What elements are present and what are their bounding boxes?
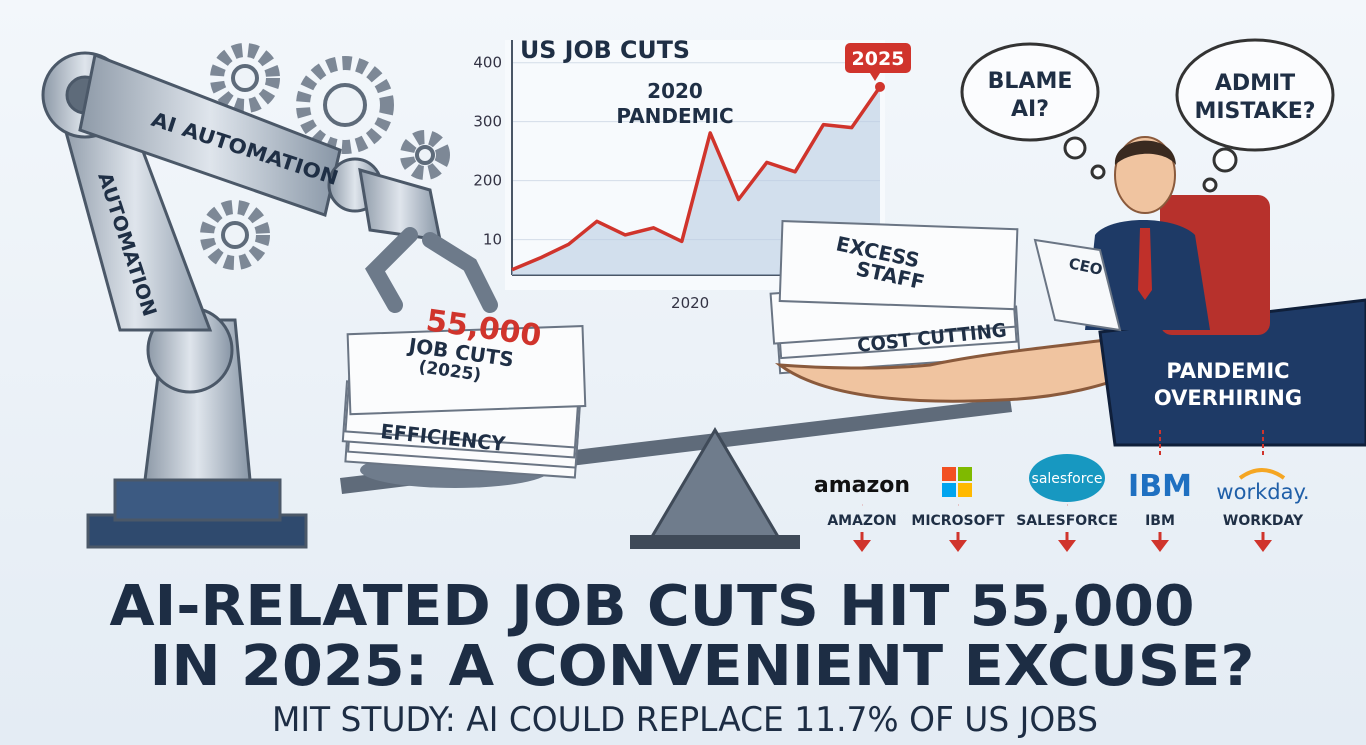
left-paper-stack-part: [346, 324, 587, 416]
thought-text: MISTAKE?: [1194, 99, 1315, 124]
gear-hubs: [221, 64, 435, 249]
microsoft-logo-part: [942, 483, 956, 497]
thought-bubbles: [960, 38, 1335, 193]
y-tick-label: 10: [483, 231, 502, 249]
thought-bubbles-part: [1175, 38, 1335, 152]
thought-text: ADMIT: [1215, 71, 1295, 96]
chart-end-label: 2025: [852, 48, 905, 70]
gears: [200, 43, 450, 270]
salesforce-cloud: [1029, 454, 1105, 502]
y-tick-label: 200: [473, 172, 502, 190]
seesaw-part: [630, 535, 800, 549]
right-paper-stack-part: [778, 219, 1019, 311]
robot-arm: [41, 51, 498, 549]
ceo-figure-part: [1138, 228, 1152, 300]
chart-annotation: 2020: [647, 79, 703, 103]
sleeve-text: OVERHIRING: [1154, 386, 1302, 410]
gear-hubs-part: [415, 145, 435, 165]
thought-bubbles-part: [960, 42, 1100, 142]
company-name: SALESFORCE: [1016, 513, 1118, 529]
ceo-figure: [1033, 136, 1270, 335]
x-tick-label: 2020: [671, 294, 709, 312]
thought-bubbles-part: [1063, 136, 1087, 160]
end-label-pointer: [870, 73, 880, 81]
sleeve: [1098, 298, 1366, 447]
company-logo: workday.: [1216, 480, 1309, 504]
thought-bubbles-part: [1202, 177, 1218, 193]
microsoft-logo-part: [958, 467, 972, 481]
gears-part: [296, 56, 394, 154]
end-label-box: [845, 43, 911, 73]
headline: AI-RELATED JOB CUTS HIT 55,000: [110, 574, 1195, 639]
left-paper-stack: [341, 324, 587, 479]
chart-annotation: PANDEMIC: [616, 104, 733, 128]
company-logo: amazon: [814, 473, 910, 498]
robot-arm-part: [113, 478, 282, 522]
microsoft-logo-part: [942, 467, 956, 481]
line: [511, 85, 882, 272]
gear-hubs-part: [323, 83, 367, 127]
ceo-figure-part: [1033, 238, 1122, 332]
headline: IN 2025: A CONVENIENT EXCUSE?: [150, 634, 1255, 699]
company-row: AMAZON MICROSOFT SALESFORCE IBM WORKDAY: [827, 430, 1304, 552]
gears-part: [210, 43, 280, 113]
right-paper-stack: [769, 219, 1021, 375]
robot-arm-part: [365, 227, 498, 313]
thought-bubbles-part: [1090, 164, 1106, 180]
down-arrow-head: [949, 540, 967, 552]
microsoft-logo-part: [958, 483, 972, 497]
robot-arm-part: [78, 52, 342, 217]
down-arrow-head: [1254, 540, 1272, 552]
thought-text: BLAME: [988, 69, 1073, 94]
gear-hubs-part: [221, 221, 249, 249]
down-arrow-head: [853, 540, 871, 552]
subheadline: MIT STUDY: AI COULD REPLACE 11.7% OF US …: [272, 700, 1098, 740]
company-name: IBM: [1145, 513, 1175, 529]
company-name: AMAZON: [827, 513, 896, 529]
company-name: MICROSOFT: [911, 513, 1005, 529]
company-logo: IBM: [1128, 469, 1192, 504]
thought-bubbles-part: [1212, 147, 1238, 173]
y-tick-label: 300: [473, 113, 502, 131]
down-arrow-head: [1058, 540, 1076, 552]
gears-part: [400, 130, 450, 180]
company-name: WORKDAY: [1223, 513, 1304, 529]
ceo-figure-part: [1114, 140, 1176, 165]
chart-title: US JOB CUTS: [520, 36, 690, 64]
sleeve-text: PANDEMIC: [1166, 359, 1289, 383]
thought-text: AI?: [1011, 97, 1049, 122]
workday-arc: [1238, 468, 1286, 480]
company-logo: salesforce: [1032, 471, 1103, 487]
end-point: [875, 81, 885, 92]
gears-part: [200, 200, 270, 270]
down-arrow-head: [1151, 540, 1169, 552]
gear-hubs-part: [231, 64, 259, 92]
y-tick-label: 400: [473, 54, 502, 72]
microsoft-logo: [942, 467, 972, 497]
